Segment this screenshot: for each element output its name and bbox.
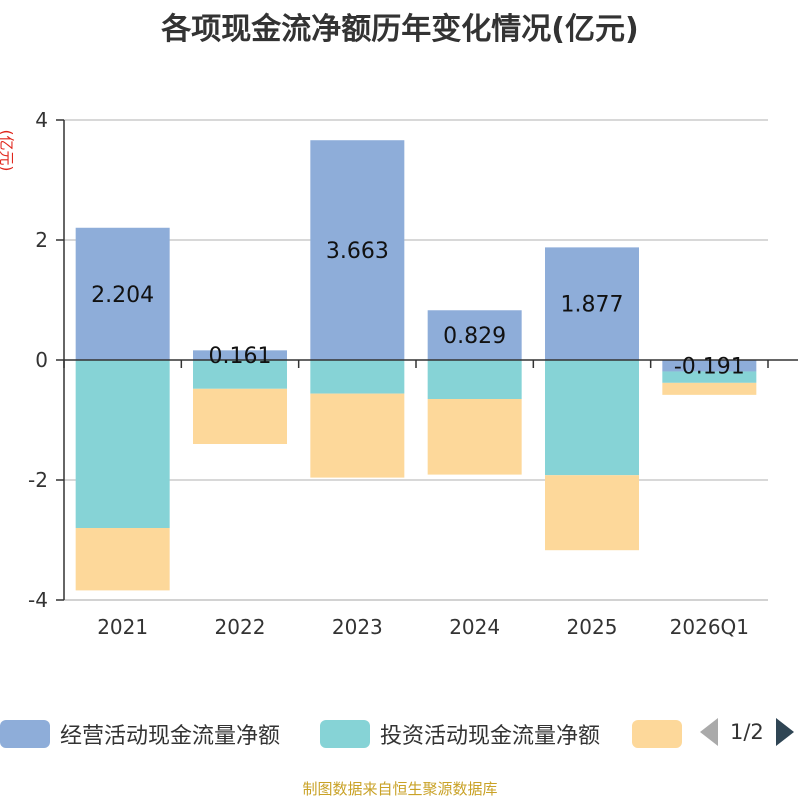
axes: 4 2 0 -2 -4 2021 2022 2023 2024 2025 2026Q1 bbox=[28, 108, 798, 639]
bar-series1-2024[interactable] bbox=[427, 360, 522, 399]
bar-series1-2021[interactable] bbox=[75, 360, 170, 528]
bar-series2-2022[interactable] bbox=[193, 388, 287, 444]
bar-series2-2024[interactable] bbox=[427, 399, 522, 475]
bar-series0-2025[interactable] bbox=[545, 247, 639, 360]
bar-series0-2021[interactable] bbox=[75, 227, 170, 360]
bar-series2-2021[interactable] bbox=[75, 528, 170, 591]
legend-swatch-operating bbox=[0, 720, 50, 748]
bars bbox=[75, 140, 757, 591]
x-tick-label: 2024 bbox=[449, 615, 500, 639]
x-tick-label: 2026Q1 bbox=[670, 615, 749, 639]
legend-label-operating: 经营活动现金流量净额 bbox=[60, 724, 281, 749]
data-label-2021: 2.204 bbox=[91, 283, 154, 308]
data-labels: 2.204 0.161 3.663 0.829 1.877 -0.191 bbox=[91, 239, 745, 380]
legend-pager: 1/2 bbox=[700, 718, 794, 746]
y-tick-label: -4 bbox=[28, 588, 48, 612]
source-note: 制图数据来自恒生聚源数据库 bbox=[302, 780, 498, 798]
legend-swatch-financing bbox=[632, 720, 682, 748]
bar-series0-2026Q1[interactable] bbox=[662, 360, 757, 372]
bar-series1-2026Q1[interactable] bbox=[662, 371, 757, 383]
bar-series1-2025[interactable] bbox=[545, 360, 639, 476]
bar-series2-2026Q1[interactable] bbox=[662, 382, 757, 395]
x-tick-label: 2025 bbox=[567, 615, 618, 639]
data-label-2022: 0.161 bbox=[209, 344, 272, 369]
bar-series0-2024[interactable] bbox=[427, 310, 522, 360]
chart-plot-area: 4 2 0 -2 -4 2021 2022 2023 2024 2025 2026Q1 2.204 0… bbox=[28, 108, 798, 639]
x-tick-label: 2021 bbox=[97, 615, 148, 639]
pager-text: 1/2 bbox=[730, 720, 764, 744]
chart-title: 各项现金流净额历年变化情况(亿元) bbox=[161, 12, 639, 47]
bar-series1-2023[interactable] bbox=[310, 360, 405, 394]
pager-next-icon[interactable] bbox=[775, 718, 794, 746]
data-label-2024: 0.829 bbox=[443, 324, 506, 349]
y-tick-label: 0 bbox=[35, 348, 48, 372]
legend-label-investing: 投资活动现金流量净额 bbox=[380, 724, 601, 749]
y-tick-label: -2 bbox=[28, 468, 48, 492]
pager-prev-icon[interactable] bbox=[700, 718, 718, 746]
bar-series2-2025[interactable] bbox=[545, 475, 639, 551]
bar-series2-2023[interactable] bbox=[310, 393, 405, 478]
grid-lines bbox=[64, 119, 768, 601]
x-tick-label: 2023 bbox=[332, 615, 383, 639]
legend: 经营活动现金流量净额 投资活动现金流量净额 1/2 bbox=[0, 716, 800, 756]
legend-item-operating[interactable]: 经营活动现金流量净额 bbox=[0, 716, 280, 752]
legend-swatch-investing bbox=[320, 720, 370, 748]
y-tick-label: 4 bbox=[35, 108, 48, 132]
x-tick-label: 2022 bbox=[215, 615, 266, 639]
data-label-2025: 1.877 bbox=[561, 293, 624, 318]
bar-series0-2023[interactable] bbox=[310, 140, 405, 360]
bar-series1-2022[interactable] bbox=[193, 360, 287, 389]
legend-item-investing[interactable]: 投资活动现金流量净额 bbox=[320, 716, 600, 752]
legend-item-financing[interactable] bbox=[632, 716, 692, 752]
y-tick-label: 2 bbox=[35, 228, 48, 252]
bar-series0-2022[interactable] bbox=[193, 350, 287, 360]
data-label-2023: 3.663 bbox=[326, 239, 389, 264]
data-label-2026Q1: -0.191 bbox=[674, 355, 745, 380]
